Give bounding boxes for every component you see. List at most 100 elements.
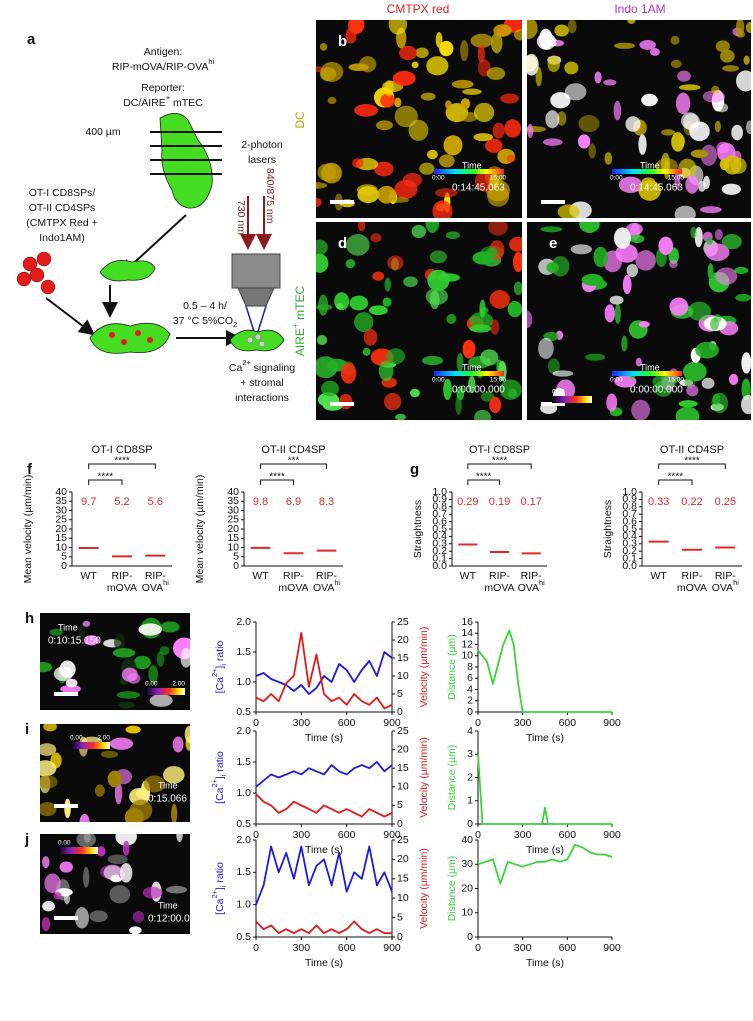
cell-blob	[320, 61, 344, 82]
text-part: Velocity (µm/min)	[418, 848, 430, 929]
cell-blob	[375, 120, 394, 131]
cell-blob	[554, 24, 569, 37]
cell-blob	[681, 112, 699, 130]
cell-blob	[143, 775, 166, 793]
tick-label: 300	[293, 717, 311, 729]
cell-blob	[125, 725, 141, 734]
tick-label: 5	[233, 551, 239, 563]
tick-label: 900	[383, 829, 401, 841]
significance-label: ****	[492, 456, 508, 467]
cell-blob	[547, 55, 561, 73]
series-line	[255, 761, 393, 788]
cell-blob	[734, 266, 749, 275]
timestamp: 0:10:15.150	[48, 636, 101, 647]
tick-label: 0.4	[432, 530, 447, 542]
series-line	[255, 651, 393, 695]
cell-blob	[625, 116, 641, 132]
tick-label: 25	[397, 616, 409, 628]
micrograph: e Time 0:00:00.000 0:00 15:00 0.00	[527, 222, 751, 420]
label: lasers	[248, 154, 276, 166]
slice-lines	[150, 131, 222, 175]
tick-label: 1.0	[432, 486, 447, 498]
value-label: 8.3	[319, 496, 334, 508]
panel-a: a Antigen: RIP-mOVA/RIP-OVAhi Reporter: …	[16, 31, 295, 404]
y2-axis-label: Velocity (µm/min)	[418, 627, 430, 708]
tick-label: 0	[253, 717, 259, 729]
value-label: 0.25	[715, 496, 736, 508]
text-part: 2	[233, 320, 237, 329]
cell-blob	[60, 684, 81, 694]
cell-blob	[445, 231, 461, 240]
cell-blob	[473, 102, 495, 123]
text-part: ]	[214, 776, 226, 779]
cell-blob	[394, 105, 418, 128]
cell-blob	[165, 885, 188, 894]
x-tick-label: RIP-	[715, 570, 737, 582]
y2-axis-label: Velocity (µm/min)	[418, 737, 430, 818]
cell-blob	[547, 358, 560, 375]
cell-blob	[129, 926, 142, 934]
cell-blob	[89, 910, 108, 923]
significance-label: ****	[684, 456, 700, 467]
cell-blob	[382, 297, 392, 307]
tick-label: 900	[603, 829, 621, 841]
tick-label: 600	[559, 829, 577, 841]
cell-blob	[74, 906, 89, 929]
column-title: CMTPX red	[387, 2, 450, 16]
cell-blob	[741, 378, 751, 400]
slice	[229, 329, 285, 352]
cell-blob	[594, 71, 602, 84]
cell-blob	[112, 648, 136, 658]
y-axis-label: [Ca2+]i ratio	[210, 862, 228, 915]
cell-blob	[720, 49, 735, 63]
cell-blob	[40, 743, 57, 756]
cell-blob	[684, 372, 696, 389]
x-axis-label: Time (s)	[305, 732, 343, 744]
cell-blob	[735, 20, 745, 38]
cell-blob	[124, 807, 144, 822]
cell-blob	[686, 384, 699, 397]
cell-blob	[115, 834, 137, 846]
tick-label: 5	[397, 688, 403, 700]
cell-blob	[468, 376, 476, 394]
cell-blob	[362, 347, 371, 356]
cell-blob	[564, 83, 587, 101]
cell-blob	[714, 120, 721, 133]
label: (CMTPX Red +	[26, 217, 97, 229]
text-part: [Ca	[214, 677, 226, 694]
cell-blob	[429, 250, 447, 264]
cell-blob	[564, 61, 579, 75]
cell-blob	[420, 92, 436, 101]
time-label: Time	[462, 160, 482, 170]
cell-blob	[706, 237, 713, 245]
tick-label: 25	[397, 834, 409, 846]
cell-blob	[445, 100, 452, 110]
tick-label: 2	[467, 771, 473, 783]
colorbar-label: 0:00	[432, 377, 445, 384]
value-label: 0.33	[648, 496, 669, 508]
x-tick-label: RIP-	[521, 570, 543, 582]
cell-blob	[579, 222, 600, 233]
value-label: 9.8	[253, 496, 268, 508]
cell-blob	[78, 624, 86, 643]
cell-blob	[701, 377, 715, 389]
tick-label: 2.0	[236, 616, 251, 628]
cell-blob	[735, 293, 751, 302]
slice	[99, 259, 156, 282]
cell-blob	[540, 226, 563, 233]
cell-blob	[604, 304, 616, 323]
cell-blob	[603, 79, 617, 86]
tick-label: 0	[233, 560, 239, 572]
cell-blob	[462, 88, 482, 95]
tick-label: 300	[514, 829, 532, 841]
wavelength: 840/875 nm	[264, 168, 276, 224]
cell-blob	[121, 667, 138, 682]
cell-blob	[626, 263, 639, 278]
cell-blob	[707, 263, 714, 280]
cell-blob	[63, 893, 71, 905]
cell-blob	[345, 259, 356, 269]
cell-blob	[631, 399, 650, 420]
tick-label: 10	[397, 892, 409, 904]
intensity-label: 0.00	[552, 389, 565, 396]
